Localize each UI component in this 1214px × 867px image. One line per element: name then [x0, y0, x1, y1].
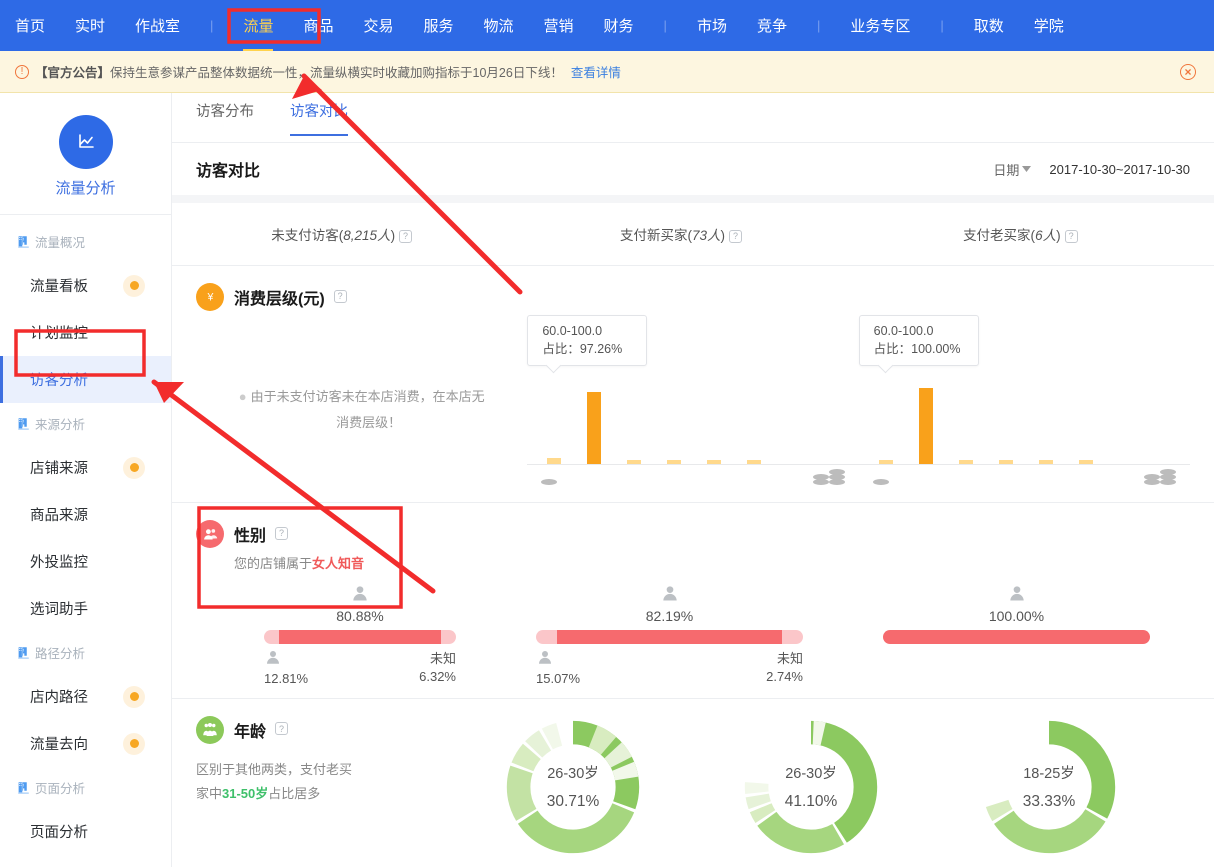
svg-text:¥: ¥	[206, 291, 213, 303]
